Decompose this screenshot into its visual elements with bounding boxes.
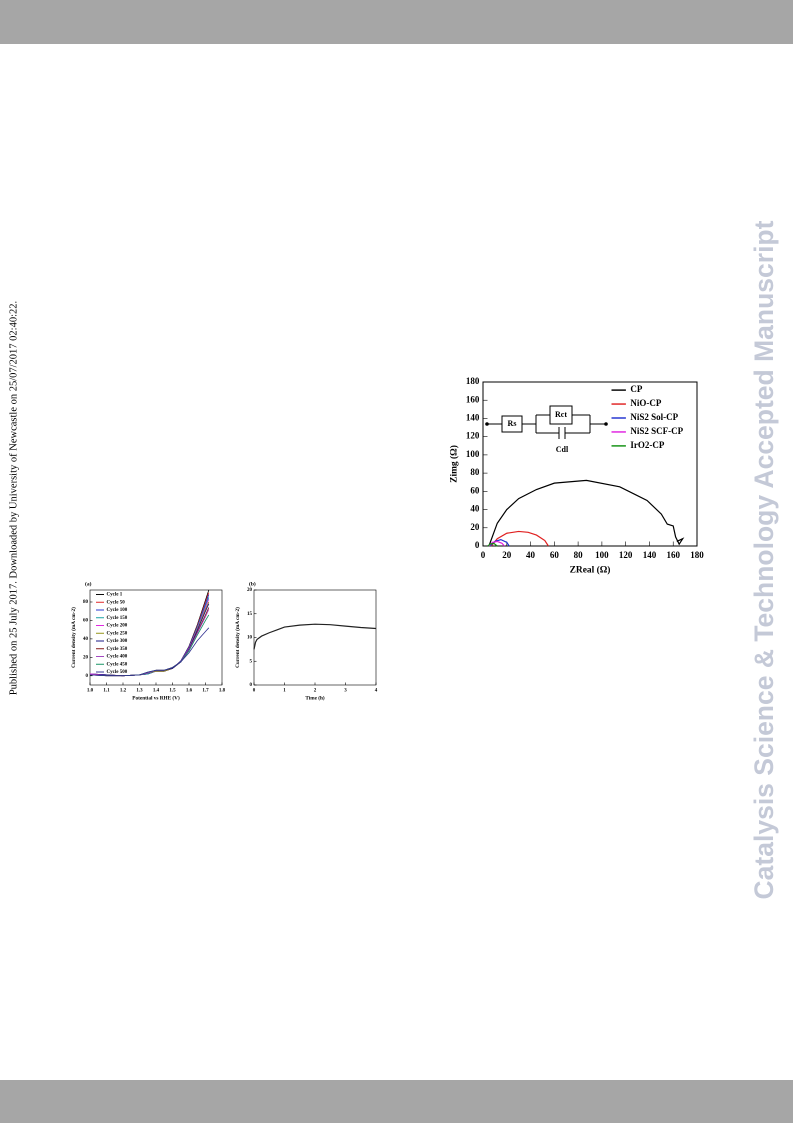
header-bar [0,0,793,44]
x-tick-label: 1.7 [202,689,209,694]
x-tick-label: 1 [283,689,286,694]
y-tick-label: 100 [466,449,480,459]
x-tick-label: 180 [690,550,704,560]
x-tick-label: 4 [375,689,378,694]
y-tick-label: 0 [250,683,253,688]
y-tick-label: 60 [470,485,480,495]
legend-label: Cycle 150 [107,616,128,621]
legend-label: Cycle 400 [107,655,128,660]
legend-label: NiS2 Sol-CP [630,412,678,422]
y-tick-label: 80 [83,600,89,605]
x-tick-label: 60 [550,550,560,560]
y-tick-label: 140 [466,413,480,423]
series-line [89,627,210,677]
panel-label: (b) [249,580,256,587]
legend-label: CP [630,384,642,394]
panel-label: (a) [85,580,92,587]
y-axis-label: Current density (mA cm-2) [234,607,241,668]
x-tick-label: 1.2 [120,689,127,694]
x-tick-label: 140 [643,550,657,560]
y-tick-label: 40 [83,637,89,642]
x-tick-label: 80 [574,550,584,560]
legend-label: Cycle 450 [107,662,128,667]
legend-label: Cycle 500 [107,670,128,675]
inset-label: Cdl [556,445,569,454]
legend-label: Cycle 100 [107,608,128,613]
legend-label: Cycle 50 [107,600,126,605]
y-tick-label: 120 [466,431,480,441]
series-line [487,542,498,547]
watermark: Catalysis Science & Technology Accepted … [749,220,779,899]
x-tick-label: 20 [502,550,512,560]
series-line [490,530,549,547]
x-tick-label: 2 [314,689,317,694]
side-note: Published on 25 July 2017. Downloaded by… [8,301,19,695]
plot-frame [253,589,377,686]
x-tick-label: 100 [595,550,609,560]
legend-label: IrO2-CP [630,440,664,450]
x-tick-label: 1.1 [103,689,110,694]
plot-frame [482,381,698,547]
x-tick-label: 1.3 [136,689,143,694]
y-tick-label: 0 [86,674,89,679]
resistor [549,405,573,425]
circuit-node [604,422,608,426]
y-tick-label: 5 [250,659,253,664]
y-tick-label: 10 [247,636,253,641]
y-tick-label: 40 [470,504,480,514]
x-axis-label: ZReal (Ω) [570,564,611,575]
y-tick-label: 20 [470,522,480,532]
legend-label: Cycle 300 [107,639,128,644]
footer-bar [0,1080,793,1123]
y-tick-label: 60 [83,619,89,624]
y-tick-label: 20 [83,655,89,660]
capacitor [558,427,566,439]
x-tick-label: 1.8 [219,689,226,694]
y-tick-label: 15 [247,612,253,617]
x-tick-label: 3 [344,689,347,694]
legend-label: Cycle 250 [107,631,128,636]
series-line [253,623,377,650]
x-tick-label: 40 [526,550,536,560]
legend-label: NiS2 SCF-CP [630,426,683,436]
legend-label: Cycle 350 [107,647,128,652]
legend-label: Cycle 1 [107,593,123,598]
y-axis-label: Zimg (Ω) [448,445,459,483]
x-tick-label: 0 [481,550,486,560]
x-tick-label: 1.4 [153,689,160,694]
x-tick-label: 1.6 [186,689,193,694]
legend-label: NiO-CP [630,398,661,408]
inset-label: Rct [555,410,567,419]
x-tick-label: 120 [619,550,633,560]
y-tick-label: 180 [466,376,480,386]
series-line [488,479,685,547]
y-tick-label: 20 [247,588,253,593]
x-axis-label: Potential vs RHE (V) [132,695,180,702]
y-tick-label: 160 [466,394,480,404]
legend-label: Cycle 200 [107,624,128,629]
y-tick-label: 80 [470,467,480,477]
circuit-node [485,422,489,426]
x-tick-label: 1.0 [87,689,94,694]
x-tick-label: 1.5 [169,689,176,694]
x-tick-label: 0 [253,689,256,694]
inset-label: Rs [508,419,517,428]
x-axis-label: Time (h) [305,695,325,702]
circuit-wire [487,414,606,434]
resistor [501,415,523,433]
y-tick-label: 0 [475,540,480,550]
x-tick-label: 160 [666,550,680,560]
y-axis-label: Current density (mA cm-2) [70,607,77,668]
